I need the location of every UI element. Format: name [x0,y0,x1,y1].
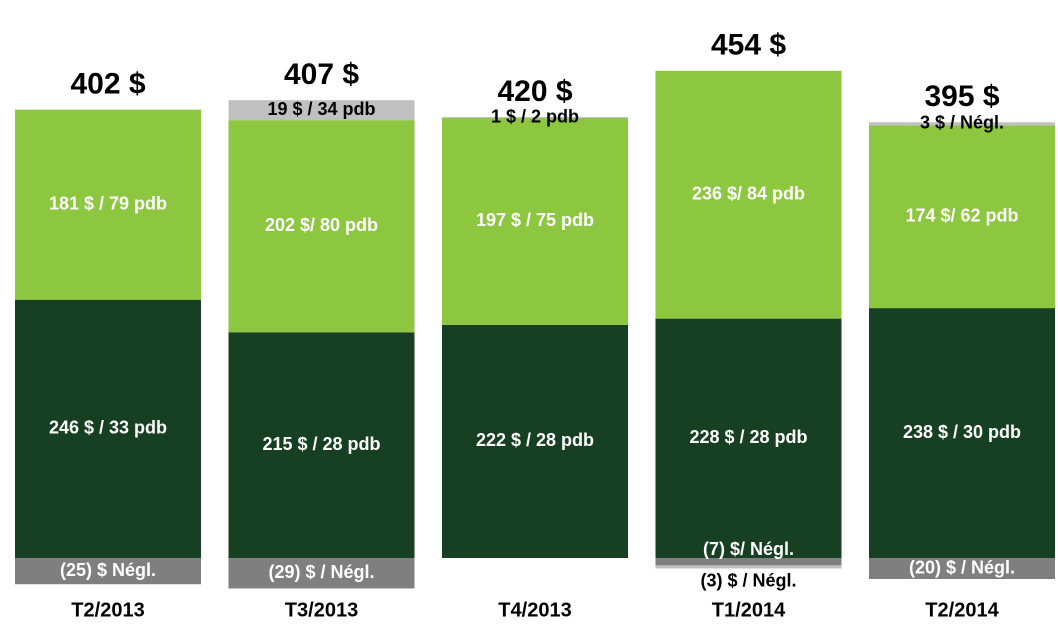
category-label: T2/2013 [71,599,144,621]
bar-segment [228,558,415,589]
segment-label: 174 $/ 62 pdb [905,206,1018,226]
segment-label: 202 $/ 80 pdb [265,215,378,235]
bar-segment [655,565,842,569]
category-label: T1/2014 [712,599,786,621]
segment-label: 222 $ / 28 pdb [476,430,594,450]
bar-segment [228,100,415,121]
bar-segment [655,318,842,558]
bar-segment [228,120,415,333]
segment-label: 181 $ / 79 pdb [49,193,167,213]
total-label: 402 $ [70,68,145,101]
bar-segment [15,299,201,558]
category-label: T2/2014 [925,599,999,621]
total-label: 454 $ [711,29,786,62]
segment-label: 1 $ / 2 pdb [491,106,579,126]
bar-segment [655,70,842,319]
category-label: T4/2013 [498,599,571,621]
segment-label: 215 $ / 28 pdb [262,434,380,454]
segment-label: 236 $/ 84 pdb [692,183,805,203]
bar-segment [655,558,842,566]
total-label: 407 $ [284,58,359,91]
bar-segment [15,109,201,300]
bar-segment [442,118,628,325]
total-label: 395 $ [924,80,999,113]
bar-segment [869,125,1055,309]
bar-segment [869,122,1055,126]
bar-segment [869,558,1055,579]
category-label: T3/2013 [285,599,358,621]
segment-label: 228 $ / 28 pdb [689,427,807,447]
bar-segment [442,117,628,119]
segment-label: (7) $/ Négl. [703,539,794,559]
bar-segment [228,332,415,558]
bar-segment [15,558,201,585]
total-label: 420 $ [497,75,572,108]
segment-label: 197 $ / 75 pdb [476,210,594,230]
segment-label: 238 $ / 30 pdb [903,422,1021,442]
segment-label: 19 $ / 34 pdb [267,99,375,119]
segment-label: (20) $ / Négl. [909,557,1015,577]
segment-label: 246 $ / 33 pdb [49,418,167,438]
bar-segment [442,324,628,558]
segment-label: (29) $ / Négl. [268,562,374,582]
segment-label: (3) $ / Négl. [700,570,796,590]
segment-label: (25) $ Négl. [60,560,156,580]
segment-label: 3 $ / Négl. [920,113,1004,133]
bar-segment [869,308,1055,558]
